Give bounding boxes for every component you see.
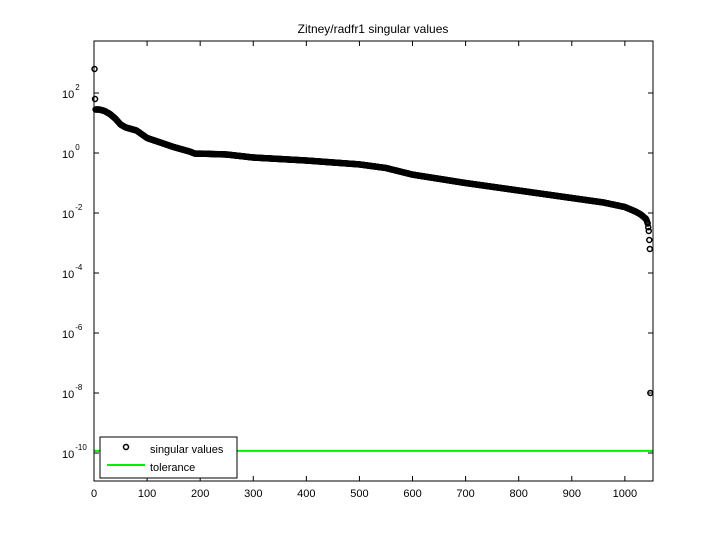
y-tick-label: 10-10 bbox=[62, 443, 87, 461]
legend-box bbox=[99, 436, 238, 479]
chart-title: Zitney/radfr1 singular values bbox=[298, 22, 449, 36]
legend-label-singular-values: singular values bbox=[150, 444, 224, 456]
x-tick-label: 100 bbox=[138, 488, 156, 500]
x-tick-label: 1000 bbox=[613, 488, 637, 500]
x-tick-label: 700 bbox=[456, 488, 474, 500]
plot-frame bbox=[93, 40, 654, 482]
x-tick-label: 600 bbox=[403, 488, 421, 500]
data-point bbox=[644, 220, 651, 227]
legend-marker-circle-icon bbox=[122, 443, 130, 451]
x-tick-label: 800 bbox=[510, 488, 528, 500]
y-tick-label: 10-4 bbox=[62, 263, 83, 281]
data-point bbox=[91, 95, 99, 103]
data-point bbox=[91, 65, 98, 73]
y-tick-label: 102 bbox=[62, 83, 80, 101]
x-tick-label: 500 bbox=[350, 488, 368, 500]
data-point bbox=[644, 224, 652, 231]
y-tick-label: 10-6 bbox=[62, 323, 83, 341]
x-tick-label: 900 bbox=[563, 488, 581, 500]
x-tick-label: 200 bbox=[191, 488, 209, 500]
y-tick-label: 10-8 bbox=[62, 383, 83, 401]
data-point bbox=[646, 236, 653, 244]
plot-area bbox=[91, 65, 654, 452]
data-point bbox=[645, 227, 653, 235]
y-tick-label: 10-2 bbox=[62, 203, 83, 221]
legend: singular values tolerance bbox=[99, 436, 238, 479]
x-axis-ticks: 0 100 200 300 400 500 600 700 800 900 1000 bbox=[91, 41, 637, 500]
x-tick-label: 400 bbox=[297, 488, 315, 500]
x-tick-label: 300 bbox=[244, 488, 262, 500]
data-point bbox=[646, 245, 654, 253]
x-tick-label: 0 bbox=[91, 488, 97, 500]
legend-label-tolerance: tolerance bbox=[150, 462, 195, 474]
y-tick-label: 100 bbox=[62, 143, 80, 161]
